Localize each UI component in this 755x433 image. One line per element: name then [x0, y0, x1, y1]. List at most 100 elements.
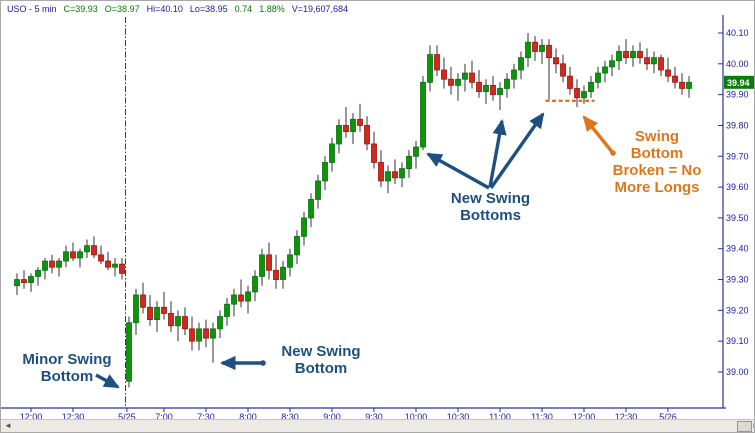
candle	[217, 316, 223, 330]
header-segment: USO - 5 min	[7, 4, 57, 14]
annotation-new-swing-bottoms[interactable]: New Swing Bottoms	[450, 190, 531, 224]
scroll-left-icon[interactable]: ◄	[4, 421, 12, 430]
candle	[448, 78, 454, 86]
time-tick-label: 8:00	[239, 412, 257, 422]
header-segment: Hi=40.10	[146, 4, 183, 14]
candle	[511, 69, 517, 80]
time-tick-label: 8:30	[281, 412, 299, 422]
candle	[238, 294, 244, 302]
candle	[371, 143, 377, 163]
header-segment: 0.74	[234, 4, 253, 14]
time-tick-label: 11:00	[489, 412, 511, 422]
price-tick-label: 39.70	[726, 151, 749, 161]
candle	[203, 328, 209, 339]
candle	[133, 294, 139, 324]
candle	[546, 44, 552, 59]
time-tick-label: 12:30	[62, 412, 85, 422]
candle	[308, 199, 314, 219]
candle	[497, 88, 503, 96]
candle	[322, 162, 328, 182]
time-tick-label: 7:00	[155, 412, 173, 422]
candles	[14, 33, 692, 388]
price-tick-label: 39.60	[726, 182, 749, 192]
candle	[147, 306, 153, 321]
arrow-swing-bottom-broken-origin-dot	[610, 150, 616, 156]
candle	[343, 125, 349, 133]
candle	[686, 81, 692, 89]
candle	[91, 245, 97, 256]
annotation-minor-swing-bottom[interactable]: Minor Swing Bottom	[22, 351, 112, 385]
candle	[602, 66, 608, 74]
time-tick-label: 7:30	[197, 412, 215, 422]
candle	[567, 75, 573, 89]
time-tick-label: 9:00	[323, 412, 341, 422]
arrow-new-swing-bottoms-3[interactable]	[489, 112, 545, 189]
candle	[315, 180, 321, 200]
price-tick-label: 39.50	[726, 213, 749, 223]
candle	[581, 91, 587, 99]
time-axis[interactable]: 12:00 12:30 5/25 7:00 7:30 8:00 8:30 9:00 9:30 10…	[1, 407, 726, 422]
candle	[35, 269, 41, 277]
arrow-swing-bottom-broken[interactable]	[582, 115, 615, 155]
time-tick-label: 9:30	[365, 412, 383, 422]
candle	[294, 235, 300, 256]
arrow-new-swing-bottoms-2[interactable]	[488, 118, 507, 188]
header-segment: 1.88%	[259, 4, 285, 14]
candle	[616, 51, 622, 62]
candle	[658, 57, 664, 71]
price-axis[interactable]: 40.10 40.00 39.90 39.80 39.70 39.60 39.50 39.40…	[718, 15, 755, 408]
annotation-new-swing-bottom[interactable]: New Swing Bottom	[281, 343, 361, 377]
candle	[378, 162, 384, 182]
candle	[154, 306, 160, 321]
candle	[364, 125, 370, 145]
candle	[189, 328, 195, 342]
scroll-right-icon[interactable]: ►	[752, 421, 754, 430]
candle	[406, 155, 412, 169]
candle	[21, 279, 27, 284]
candle	[336, 125, 342, 145]
candle	[476, 81, 482, 92]
candle	[609, 60, 615, 68]
candle	[266, 254, 272, 271]
candle	[63, 251, 69, 262]
candle	[483, 84, 489, 92]
candle	[56, 260, 62, 268]
candle	[70, 251, 76, 259]
candle	[588, 81, 594, 92]
candle	[105, 260, 111, 268]
arrow-minor-swing-bottom[interactable]	[95, 373, 120, 389]
scrollbar-thumb[interactable]	[737, 421, 752, 432]
time-tick-label: 10:00	[405, 412, 428, 422]
candle	[553, 57, 559, 65]
candle	[210, 328, 216, 339]
candle	[280, 266, 286, 280]
candle	[455, 78, 461, 86]
candle	[287, 254, 293, 268]
horizontal-scrollbar[interactable]: ◄ ►	[1, 419, 754, 432]
candle	[413, 146, 419, 157]
price-tick-label: 40.00	[726, 59, 749, 69]
candle	[574, 88, 580, 99]
candle	[350, 118, 356, 133]
annotation-swing-bottom-broken[interactable]: Swing Bottom Broken = No More Longs	[612, 128, 702, 196]
price-tick-label: 39.00	[726, 367, 749, 377]
price-tick-label: 39.10	[726, 336, 749, 346]
candle	[665, 69, 671, 77]
last-price-tag: 39.94	[724, 75, 754, 89]
candle	[623, 51, 629, 59]
arrow-new-swing-bottoms-1[interactable]	[426, 152, 490, 190]
header-segment: C=39.93	[63, 4, 98, 14]
price-tick-label: 39.90	[726, 90, 749, 100]
candle	[490, 84, 496, 96]
time-tick-label: 5/26	[659, 412, 677, 422]
candle	[196, 328, 202, 342]
price-tick-label: 39.30	[726, 275, 749, 285]
candle	[112, 263, 118, 268]
time-tick-label: 5/25	[118, 412, 136, 422]
header-segment: Lo=38.95	[189, 4, 228, 14]
candle	[14, 279, 20, 287]
candle	[252, 276, 258, 293]
candle	[329, 143, 335, 163]
candle	[441, 69, 447, 80]
